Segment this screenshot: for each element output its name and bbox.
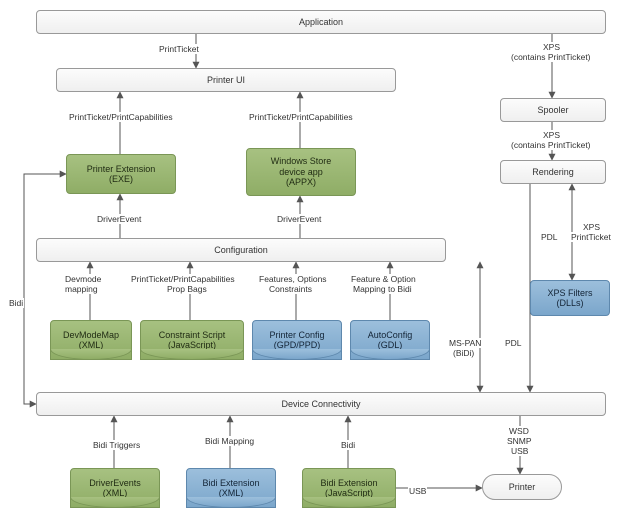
label-l_bidi: Bidi (340, 440, 356, 450)
node-spooler: Spooler (500, 98, 606, 122)
node-printer_ui: Printer UI (56, 68, 396, 92)
label-l_pt_pc_right: PrintTicket/PrintCapabilities (248, 112, 354, 122)
node-printer: Printer (482, 474, 562, 500)
label-l_bidi_trig: Bidi Triggers (92, 440, 141, 450)
label-l_ptpc_prop2: Prop Bags (166, 284, 208, 294)
label-l_bidi_map: Bidi Mapping (204, 436, 255, 446)
node-store_app: Windows Storedevice app(APPX) (246, 148, 356, 196)
node-xps_filters: XPS Filters(DLLs) (530, 280, 610, 316)
node-bidi_ext_xml: Bidi Extension(XML) (186, 468, 276, 508)
node-configuration: Configuration (36, 238, 446, 262)
node-rendering: Rendering (500, 160, 606, 184)
node-devmodemap: DevModeMap(XML) (50, 320, 132, 360)
label-l_ptpc_prop1: PrintTicket/PrintCapabilities (130, 274, 236, 284)
label-l_pt_pc_left: PrintTicket/PrintCapabilities (68, 112, 174, 122)
label-l_bidi_side: Bidi (8, 298, 24, 308)
label-l_fo_bidi2: Mapping to Bidi (352, 284, 413, 294)
label-l_pdl1: PDL (540, 232, 559, 242)
node-constraint: Constraint Script(JavaScript) (140, 320, 244, 360)
label-l_mspan2: (BiDi) (452, 348, 475, 358)
label-l_xps1b: (contains PrintTicket) (510, 52, 592, 62)
label-l_xps2b: (contains PrintTicket) (510, 140, 592, 150)
label-l_usb2: USB (510, 446, 529, 456)
node-driver_events: DriverEvents(XML) (70, 468, 160, 508)
label-l_fo_bidi1: Feature & Option (350, 274, 417, 284)
node-printer_cfg: Printer Config(GPD/PPD) (252, 320, 342, 360)
label-l_wsd: WSD (508, 426, 530, 436)
label-l_snmp: SNMP (506, 436, 533, 446)
node-printer_ext: Printer Extension(EXE) (66, 154, 176, 194)
node-autoconfig: AutoConfig(GDL) (350, 320, 430, 360)
label-l_printticket: PrintTicket (158, 44, 200, 54)
label-l_devmode2: mapping (64, 284, 99, 294)
label-l_xpspt1: XPS (582, 222, 601, 232)
label-l_xps2a: XPS (542, 130, 561, 140)
node-device_conn: Device Connectivity (36, 392, 606, 416)
label-l_xps1a: XPS (542, 42, 561, 52)
label-l_feat_opt2: Constraints (268, 284, 313, 294)
label-l_driverevent_l: DriverEvent (96, 214, 142, 224)
label-l_driverevent_r: DriverEvent (276, 214, 322, 224)
label-l_usb: USB (408, 486, 427, 496)
label-l_feat_opt1: Features, Options (258, 274, 328, 284)
label-l_mspan1: MS-PAN (448, 338, 482, 348)
node-bidi_ext_js: Bidi Extension(JavaScript) (302, 468, 396, 508)
node-application: Application (36, 10, 606, 34)
label-l_xpspt2: PrintTicket (570, 232, 612, 242)
label-l_devmode: Devmode (64, 274, 102, 284)
label-l_pdl2: PDL (504, 338, 523, 348)
